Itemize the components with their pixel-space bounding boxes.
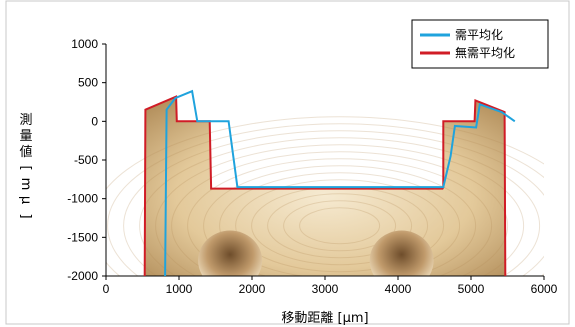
specimen-hole bbox=[369, 230, 434, 276]
wood-grain bbox=[283, 200, 397, 252]
wood-grain bbox=[171, 151, 509, 276]
wood-grain bbox=[203, 165, 477, 276]
y-tick-label: 1000 bbox=[71, 37, 98, 51]
wood-grain bbox=[155, 144, 525, 276]
legend-label-not-averaged: 無需平均化 bbox=[455, 45, 515, 60]
x-tick-label: 3000 bbox=[312, 282, 339, 296]
wood-grain bbox=[123, 130, 544, 276]
y-axis-title-char: 値 bbox=[19, 144, 32, 160]
legend: 需平均化 無需平均化 bbox=[411, 19, 549, 69]
y-axis-title-char: ] bbox=[18, 213, 33, 218]
wood-grain bbox=[139, 137, 541, 276]
wood-grain bbox=[107, 123, 544, 276]
x-tick-label: 2000 bbox=[239, 282, 266, 296]
y-tick-label: 0 bbox=[91, 114, 98, 128]
wood-grain bbox=[106, 116, 544, 276]
wood-grain bbox=[267, 193, 413, 259]
wood-grain bbox=[187, 158, 493, 276]
wood-grain bbox=[219, 172, 461, 276]
x-tick-label: 6000 bbox=[531, 282, 558, 296]
y-tick-label: -1000 bbox=[67, 192, 98, 206]
y-axis-title-char: [ bbox=[18, 165, 33, 170]
x-tick-label: 5000 bbox=[458, 282, 485, 296]
x-axis-title: 移動距離 [μm] bbox=[281, 311, 368, 326]
y-axis-title: 測量値 [ mμ] bbox=[18, 113, 33, 219]
legend-box bbox=[411, 19, 549, 69]
specimen-hole bbox=[198, 230, 263, 276]
legend-label-averaged: 需平均化 bbox=[455, 28, 503, 42]
x-tick-label: 1000 bbox=[166, 282, 193, 296]
y-tick-label: -2000 bbox=[67, 269, 98, 283]
y-axis-title-char: m bbox=[18, 178, 33, 191]
x-tick-label: 0 bbox=[103, 282, 110, 296]
y-axis-title-char: 量 bbox=[19, 129, 32, 144]
x-tick-label: 4000 bbox=[385, 282, 412, 296]
specimen-photo bbox=[106, 96, 544, 276]
y-tick-label: 500 bbox=[78, 76, 98, 90]
y-tick-label: -500 bbox=[74, 153, 98, 167]
series-layer bbox=[143, 89, 516, 277]
axes: 0 1000 2000 3000 4000 5000 6000-2000-1500-1000… bbox=[67, 37, 557, 296]
y-tick-label: -1500 bbox=[67, 230, 98, 244]
series-line bbox=[143, 95, 507, 277]
series-line bbox=[164, 89, 516, 277]
wood-grain bbox=[235, 179, 445, 273]
y-axis-title-char: μ bbox=[18, 196, 33, 204]
y-axis-title-char: 測 bbox=[19, 113, 32, 128]
wood-grain bbox=[299, 207, 381, 245]
